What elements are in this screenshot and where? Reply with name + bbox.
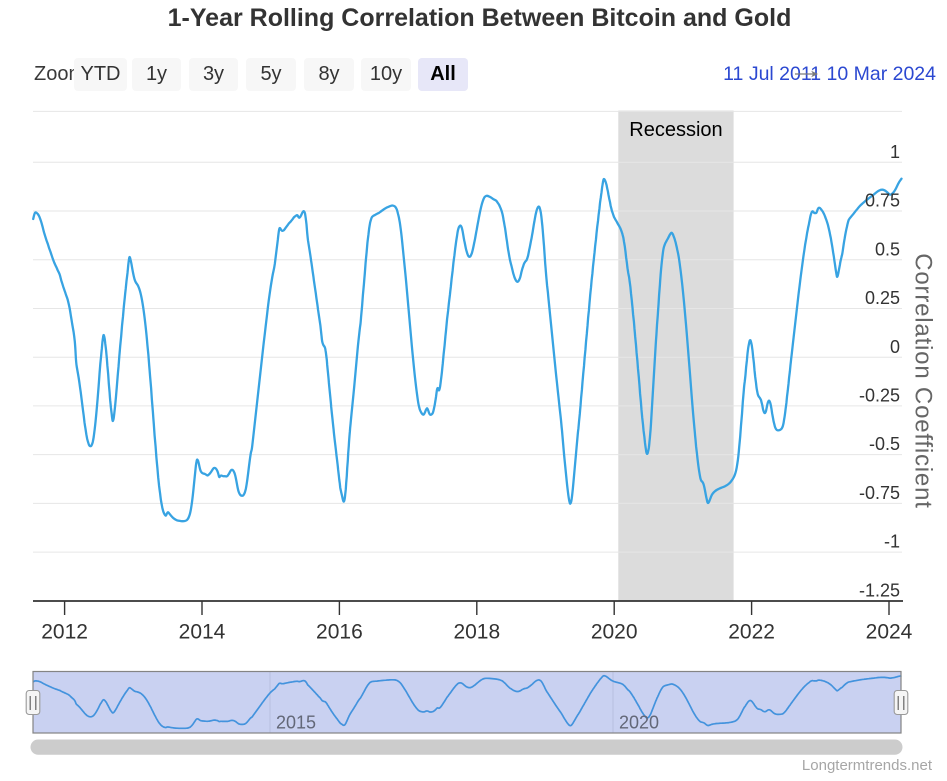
svg-text:2024: 2024 — [866, 621, 913, 644]
svg-text:2020: 2020 — [591, 621, 638, 644]
svg-text:-0.75: -0.75 — [859, 483, 900, 503]
svg-text:2012: 2012 — [41, 621, 88, 644]
svg-text:1: 1 — [890, 142, 900, 162]
svg-text:0.25: 0.25 — [865, 288, 900, 308]
svg-text:Recession: Recession — [629, 119, 722, 141]
svg-text:2015: 2015 — [276, 713, 316, 733]
svg-text:2014: 2014 — [179, 621, 226, 644]
svg-text:-0.25: -0.25 — [859, 386, 900, 406]
svg-text:2018: 2018 — [453, 621, 500, 644]
svg-text:-0.5: -0.5 — [869, 434, 900, 454]
svg-text:Correlation Coefficient: Correlation Coefficient — [910, 253, 937, 508]
svg-text:2022: 2022 — [728, 621, 775, 644]
svg-text:2020: 2020 — [619, 713, 659, 733]
svg-text:0.75: 0.75 — [865, 191, 900, 211]
svg-text:0: 0 — [890, 337, 900, 357]
svg-text:-1: -1 — [884, 532, 900, 552]
svg-text:2016: 2016 — [316, 621, 363, 644]
svg-text:0.5: 0.5 — [875, 239, 900, 259]
svg-text:-1.25: -1.25 — [859, 580, 900, 600]
svg-text:Longtermtrends.net: Longtermtrends.net — [802, 757, 933, 774]
